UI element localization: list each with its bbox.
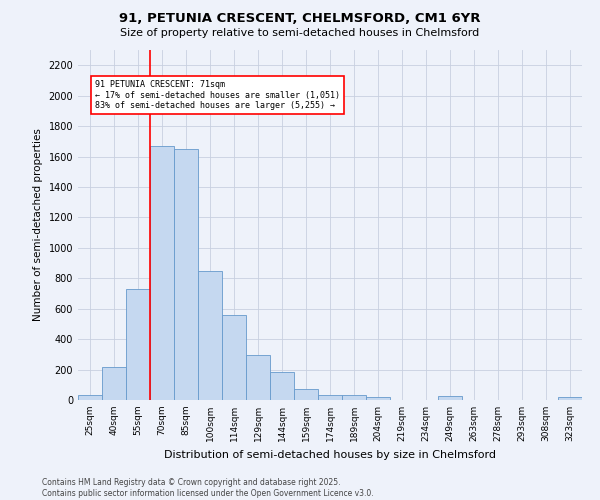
Bar <box>294 390 318 400</box>
Bar <box>222 315 246 400</box>
Text: 91 PETUNIA CRESCENT: 71sqm
← 17% of semi-detached houses are smaller (1,051)
83%: 91 PETUNIA CRESCENT: 71sqm ← 17% of semi… <box>95 80 340 110</box>
Bar <box>342 396 366 400</box>
Bar <box>438 396 462 400</box>
Bar <box>558 397 582 400</box>
Text: Contains HM Land Registry data © Crown copyright and database right 2025.
Contai: Contains HM Land Registry data © Crown c… <box>42 478 374 498</box>
Bar <box>198 270 222 400</box>
Bar <box>174 149 198 400</box>
Text: Size of property relative to semi-detached houses in Chelmsford: Size of property relative to semi-detach… <box>121 28 479 38</box>
Bar <box>150 146 174 400</box>
Bar <box>102 366 126 400</box>
Bar <box>270 372 294 400</box>
Bar <box>318 394 342 400</box>
Bar <box>126 289 150 400</box>
Bar <box>366 397 390 400</box>
Bar <box>78 394 102 400</box>
Text: 91, PETUNIA CRESCENT, CHELMSFORD, CM1 6YR: 91, PETUNIA CRESCENT, CHELMSFORD, CM1 6Y… <box>119 12 481 26</box>
Y-axis label: Number of semi-detached properties: Number of semi-detached properties <box>33 128 43 322</box>
X-axis label: Distribution of semi-detached houses by size in Chelmsford: Distribution of semi-detached houses by … <box>164 450 496 460</box>
Bar <box>246 355 270 400</box>
